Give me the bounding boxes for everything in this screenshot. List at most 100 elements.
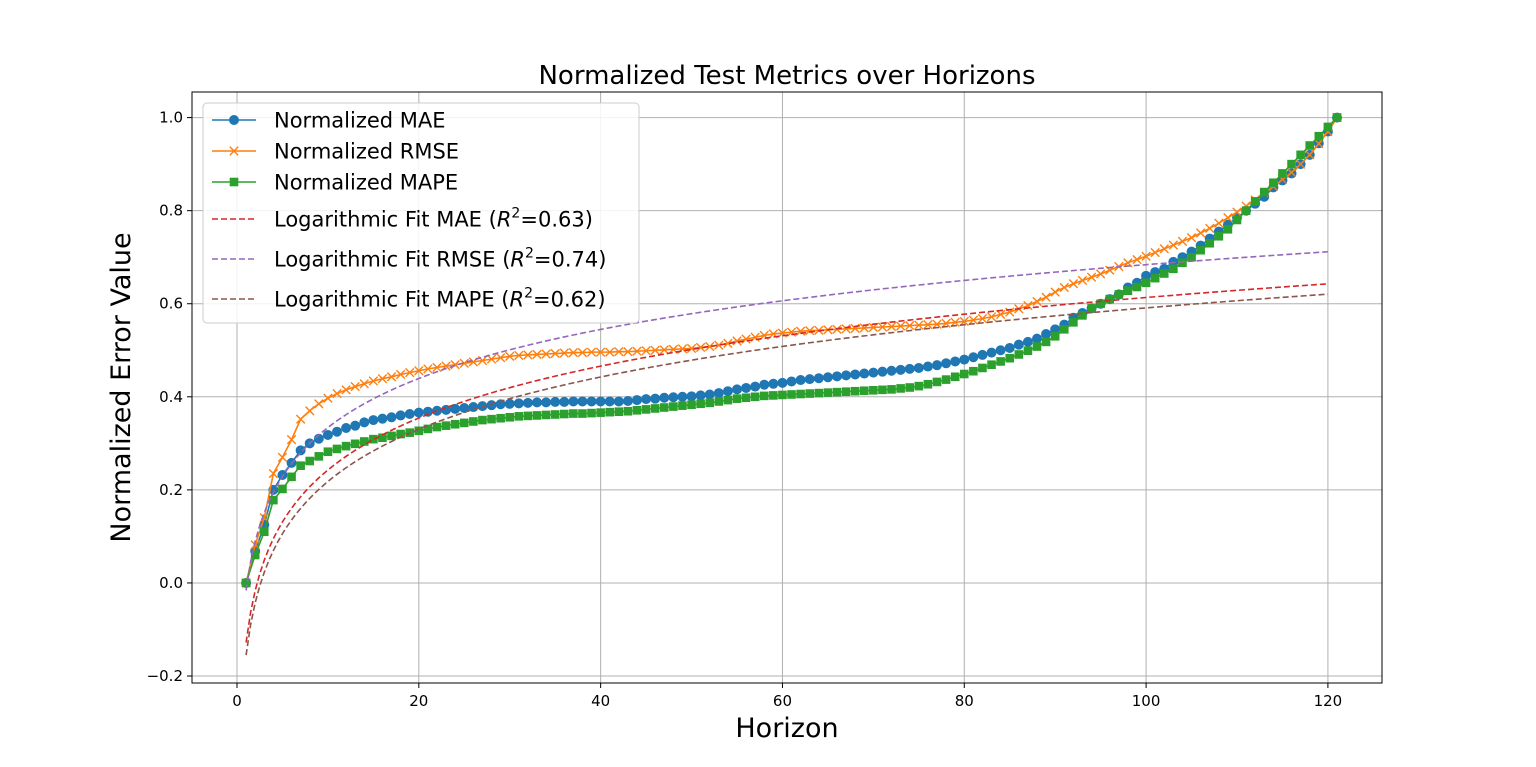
data-point [595, 396, 606, 407]
data-point [295, 445, 306, 456]
data-point [514, 350, 524, 361]
legend-r2-value: 0.63 [538, 208, 585, 232]
data-point [868, 367, 879, 378]
data-point [505, 351, 515, 362]
data-point [759, 391, 769, 401]
data-point [550, 348, 560, 359]
data-point [795, 326, 806, 336]
data-point [350, 381, 360, 392]
data-point [995, 309, 1006, 320]
data-point [559, 396, 570, 407]
data-point [869, 385, 878, 395]
data-point [1087, 304, 1096, 313]
data-point [914, 381, 924, 391]
data-point [578, 409, 587, 418]
data-point [1314, 131, 1324, 141]
legend-r2-superscript: 2 [525, 246, 534, 262]
data-point [550, 410, 560, 419]
data-point [596, 408, 605, 417]
data-point [295, 414, 306, 424]
data-point [723, 395, 733, 405]
data-point [587, 408, 596, 418]
legend-r2-equals: = [520, 208, 538, 232]
legend-r2-superscript: 2 [524, 286, 533, 302]
data-point [1287, 159, 1296, 169]
data-point [1314, 138, 1324, 149]
data-point [696, 399, 705, 409]
data-point [1041, 328, 1052, 339]
data-point [732, 394, 742, 403]
data-point [559, 348, 569, 358]
data-point [959, 354, 970, 365]
data-point [1132, 254, 1142, 265]
data-point [1023, 346, 1033, 356]
data-point [987, 360, 996, 369]
y-tick-label: 0.2 [159, 481, 183, 499]
data-point [595, 347, 606, 357]
legend-label: Normalized RMSE [274, 140, 459, 164]
data-point [278, 484, 287, 494]
data-point [814, 388, 824, 398]
data-point [686, 391, 697, 402]
data-point [1004, 342, 1015, 353]
data-point [1232, 215, 1242, 225]
data-point [1196, 245, 1205, 255]
data-point [878, 385, 887, 395]
data-point [968, 315, 979, 325]
data-point [659, 392, 670, 403]
data-point [359, 437, 369, 446]
data-point [705, 341, 715, 352]
data-point [1168, 240, 1179, 250]
data-point [805, 389, 815, 398]
legend-r2-symbol: R [510, 288, 525, 312]
data-point [1232, 207, 1242, 217]
data-point [1205, 238, 1215, 248]
data-point [778, 390, 787, 400]
data-point [941, 318, 951, 328]
y-axis-title: Normalized Error Value [106, 232, 137, 542]
x-axis-title: Horizon [735, 713, 838, 744]
data-point [1095, 269, 1106, 279]
data-point [795, 375, 806, 386]
data-point [541, 410, 551, 420]
data-point [1169, 264, 1178, 274]
data-point [650, 345, 660, 355]
data-point [986, 347, 997, 358]
data-point [1050, 332, 1060, 341]
data-point [1041, 337, 1051, 347]
data-point [1114, 290, 1124, 299]
data-point [395, 369, 406, 380]
data-point [841, 370, 852, 381]
data-point [777, 377, 788, 388]
data-point [941, 375, 951, 384]
data-point [614, 407, 624, 416]
x-tick-label: 80 [955, 692, 974, 710]
data-point [1305, 141, 1315, 150]
data-point [1186, 232, 1197, 243]
data-point [759, 379, 770, 390]
data-point [1269, 178, 1278, 188]
data-point [359, 379, 369, 389]
data-point [541, 397, 552, 408]
data-point [559, 409, 569, 419]
data-point [259, 527, 269, 537]
data-point [368, 376, 379, 386]
data-point [641, 405, 651, 414]
data-point [905, 383, 915, 392]
data-point [332, 388, 342, 399]
data-point [950, 372, 960, 382]
data-point [1141, 278, 1151, 288]
data-point [287, 472, 296, 482]
data-point [369, 434, 378, 444]
data-point [332, 426, 342, 437]
data-point [787, 390, 796, 399]
data-point [241, 578, 251, 588]
data-point [632, 346, 642, 356]
x-tick-label: 100 [1132, 692, 1161, 710]
series-4 [245, 250, 1328, 591]
data-point [450, 419, 460, 429]
data-point [741, 393, 751, 403]
legend-r2-suffix: ) [585, 208, 593, 232]
data-point [678, 401, 687, 410]
